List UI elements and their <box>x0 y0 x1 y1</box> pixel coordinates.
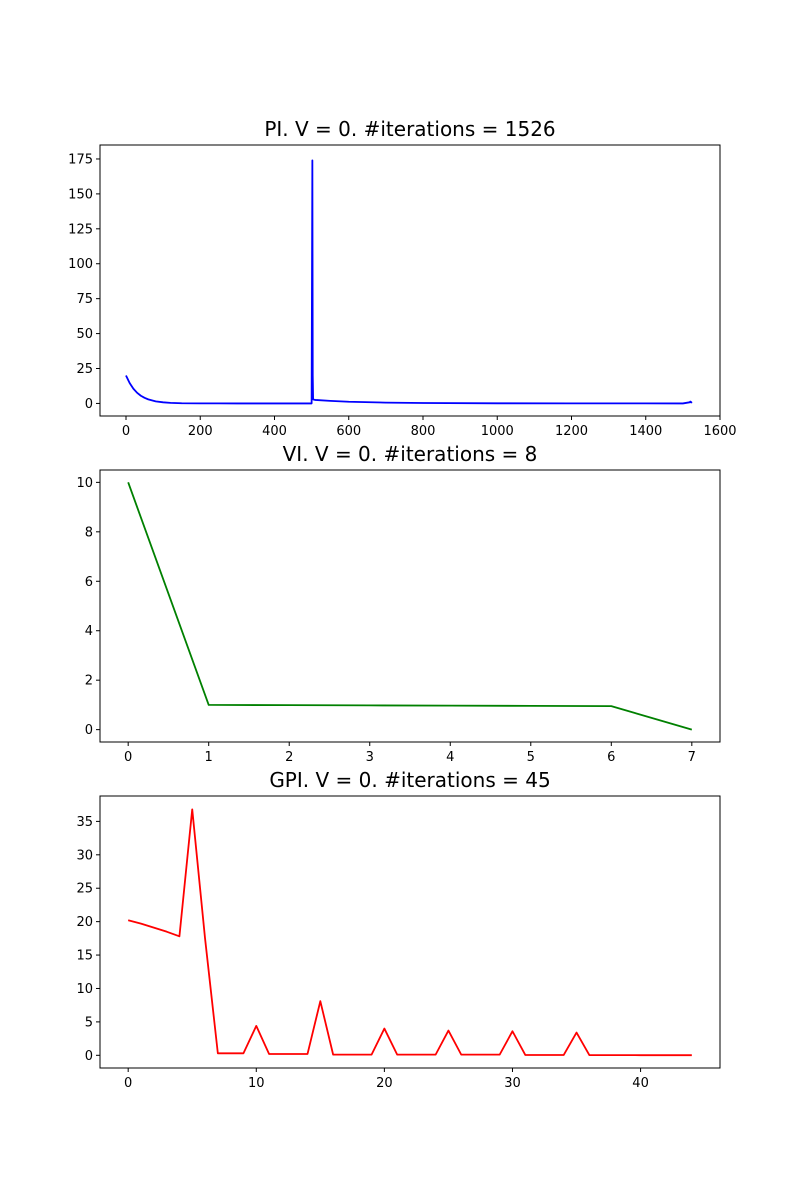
y-tick-label: 25 <box>76 362 93 377</box>
series-line-1 <box>125 159 693 405</box>
x-tick-label: 800 <box>411 424 436 439</box>
plot-frame <box>99 795 721 1069</box>
y-tick-label: 50 <box>76 327 93 342</box>
y-tick-label: 0 <box>85 1049 93 1064</box>
x-tick-label: 1000 <box>481 424 514 439</box>
series-line-1 <box>127 808 692 1057</box>
x-tick-label: 1600 <box>703 424 736 439</box>
y-tick-label: 125 <box>68 222 93 237</box>
x-tick-label: 7 <box>688 750 696 765</box>
y-tick-label: 150 <box>68 187 93 202</box>
y-tick-label: 8 <box>85 525 93 540</box>
y-tick-label: 75 <box>76 292 93 307</box>
x-tick-label: 0 <box>124 750 132 765</box>
x-tick-label: 200 <box>188 424 213 439</box>
x-tick-label: 0 <box>122 424 130 439</box>
plot-frame <box>99 144 721 417</box>
chart-title: PI. V = 0. #iterations = 1526 <box>264 117 555 141</box>
x-tick-label: 1400 <box>629 424 662 439</box>
x-tick-label: 400 <box>262 424 287 439</box>
y-tick-label: 175 <box>68 152 93 167</box>
x-tick-label: 6 <box>607 750 615 765</box>
chart-3: GPI. V = 0. #iterations = 45 0 10 20 30 40 0 5 1… <box>76 768 721 1091</box>
x-tick-label: 600 <box>336 424 361 439</box>
y-tick-label: 4 <box>85 624 93 639</box>
y-tick-label: 20 <box>76 915 93 930</box>
x-tick-label: 2 <box>285 750 293 765</box>
chart-1: PI. V = 0. #iterations = 1526 0 200 400 600 8… <box>68 117 736 439</box>
y-tick-label: 10 <box>76 476 93 491</box>
x-tick-label: 30 <box>504 1076 521 1091</box>
y-tick-label: 2 <box>85 674 93 689</box>
x-tick-label: 40 <box>632 1076 649 1091</box>
y-tick-label: 0 <box>85 723 93 738</box>
y-tick-label: 6 <box>85 575 93 590</box>
chart-2: VI. V = 0. #iterations = 8 0 1 2 3 4 5 6 7 0 2 4 6 8 1… <box>76 442 721 765</box>
x-tick-label: 10 <box>248 1076 265 1091</box>
y-tick-label: 0 <box>85 397 93 412</box>
y-tick-label: 5 <box>85 1015 93 1030</box>
x-tick-label: 3 <box>366 750 374 765</box>
x-tick-label: 5 <box>527 750 535 765</box>
plot-frame <box>99 469 721 743</box>
x-tick-label: 20 <box>376 1076 393 1091</box>
x-tick-label: 1200 <box>555 424 588 439</box>
x-tick-label: 0 <box>124 1076 132 1091</box>
y-tick-label: 25 <box>76 882 93 897</box>
y-tick-label: 100 <box>68 257 93 272</box>
y-tick-label: 15 <box>76 949 93 964</box>
x-tick-label: 4 <box>446 750 454 765</box>
x-tick-label: 1 <box>205 750 213 765</box>
series-line-1 <box>127 482 693 731</box>
chart-title: GPI. V = 0. #iterations = 45 <box>269 768 550 792</box>
y-tick-label: 30 <box>76 848 93 863</box>
chart-title: VI. V = 0. #iterations = 8 <box>283 442 538 466</box>
y-tick-label: 35 <box>76 815 93 830</box>
y-tick-label: 10 <box>76 982 93 997</box>
